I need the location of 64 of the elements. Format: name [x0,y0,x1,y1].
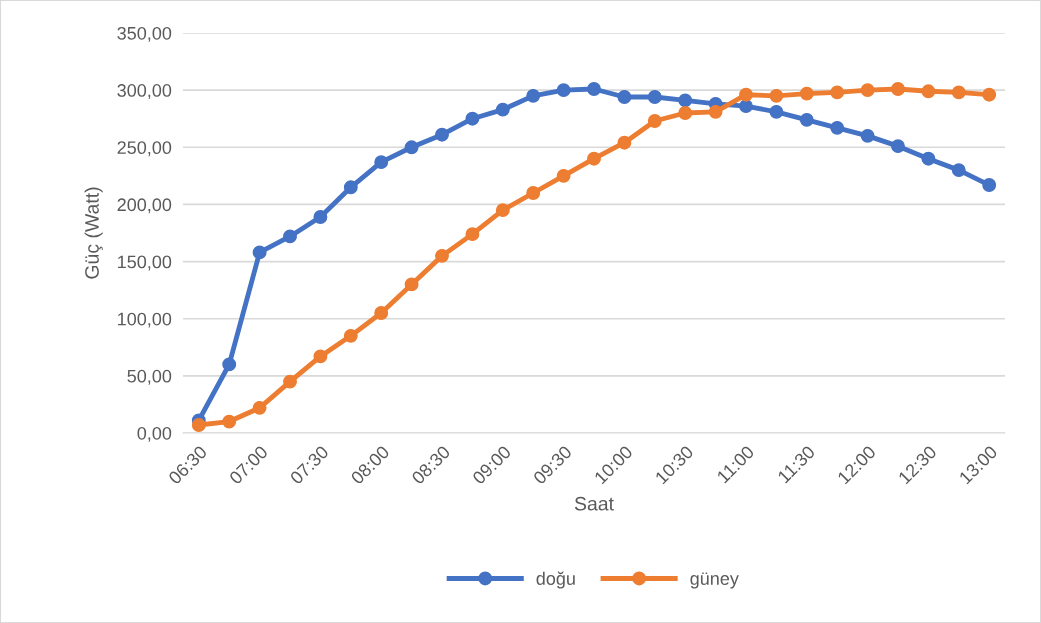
point [222,414,237,429]
point [435,127,449,142]
point [647,114,662,128]
point [374,155,389,170]
point [982,87,997,102]
point [283,229,297,244]
point [556,83,571,98]
point [799,112,814,127]
point [860,83,875,98]
point [252,245,267,260]
point [435,248,449,263]
point [951,163,966,178]
point [617,90,632,104]
y-tick-label: 50,00 [127,369,172,385]
point [830,85,845,100]
point [708,104,723,119]
point [526,186,541,200]
point [921,151,936,166]
legend-label: doğu [536,571,575,589]
point [556,168,571,183]
point [951,85,966,100]
point [313,349,328,364]
point [495,102,510,117]
point [404,140,419,155]
point [495,203,510,218]
point [891,82,905,96]
legend-label: güney [690,572,739,589]
y-tick-label: 150,00 [118,255,172,271]
point [769,104,784,119]
point [465,111,480,126]
point [891,139,905,154]
point [982,178,997,192]
y-tick-label: 350,00 [117,26,172,42]
point [739,87,753,102]
point [921,84,936,99]
point [769,88,784,103]
x-axis-title: Saat [574,496,614,511]
point [374,306,389,320]
point [252,400,267,415]
point [343,328,358,343]
y-tick-label: 300,00 [117,84,172,99]
y-tick-label: 200,00 [117,198,172,214]
point [860,128,875,143]
y-tick-label: 0,00 [137,426,172,442]
point [465,227,480,242]
point [830,120,845,135]
point [283,374,297,389]
point [678,93,693,108]
point [617,135,632,150]
point [222,357,237,372]
y-axis-title: Güç (Watt) [84,187,103,279]
point [647,90,662,104]
y-tick-label: 100,00 [118,312,172,328]
point [739,99,753,114]
y-tick-label: 250,00 [117,141,172,157]
point [678,106,693,120]
point [404,277,419,292]
point [587,82,601,96]
point [799,86,814,101]
point [526,88,541,103]
point [343,180,358,195]
point [313,210,328,224]
point [191,418,206,432]
point [587,151,601,166]
